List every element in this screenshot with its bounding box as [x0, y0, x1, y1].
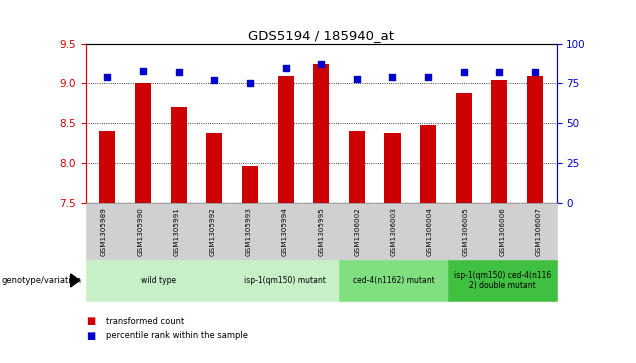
- Text: GSM1306003: GSM1306003: [391, 207, 397, 256]
- Point: [352, 76, 362, 82]
- Bar: [420, 125, 436, 203]
- Point: [245, 81, 255, 86]
- Point: [280, 65, 291, 70]
- Text: percentile rank within the sample: percentile rank within the sample: [106, 331, 248, 340]
- Text: GSM1306006: GSM1306006: [499, 207, 505, 256]
- Point: [423, 74, 433, 80]
- Title: GDS5194 / 185940_at: GDS5194 / 185940_at: [248, 29, 394, 42]
- Text: wild type: wild type: [141, 276, 176, 285]
- Bar: [456, 93, 472, 203]
- Text: GSM1306007: GSM1306007: [536, 207, 541, 256]
- Bar: [170, 107, 186, 203]
- Bar: [99, 131, 115, 203]
- Bar: [135, 83, 151, 203]
- Bar: [242, 166, 258, 203]
- Text: isp-1(qm150) mutant: isp-1(qm150) mutant: [244, 276, 326, 285]
- Text: GSM1305993: GSM1305993: [245, 207, 252, 256]
- Bar: [206, 133, 222, 203]
- Bar: [277, 76, 294, 203]
- Bar: [313, 64, 329, 203]
- Text: GSM1306005: GSM1306005: [463, 207, 469, 256]
- Bar: [527, 76, 543, 203]
- Text: transformed count: transformed count: [106, 317, 184, 326]
- Text: genotype/variation: genotype/variation: [2, 276, 82, 285]
- Text: GSM1306004: GSM1306004: [427, 207, 432, 256]
- Text: GSM1305991: GSM1305991: [174, 207, 179, 256]
- Text: GSM1306002: GSM1306002: [354, 207, 361, 256]
- Point: [102, 74, 113, 80]
- Point: [209, 77, 219, 83]
- Bar: [349, 131, 365, 203]
- Bar: [492, 80, 508, 203]
- Text: isp-1(qm150) ced-4(n116
2) double mutant: isp-1(qm150) ced-4(n116 2) double mutant: [453, 271, 551, 290]
- Point: [387, 74, 398, 80]
- Text: GSM1305989: GSM1305989: [101, 207, 107, 256]
- Text: ced-4(n1162) mutant: ced-4(n1162) mutant: [353, 276, 434, 285]
- Text: GSM1305992: GSM1305992: [210, 207, 216, 256]
- Text: GSM1305995: GSM1305995: [318, 207, 324, 256]
- Point: [138, 68, 148, 74]
- Point: [494, 69, 504, 75]
- Point: [174, 69, 184, 75]
- Text: ■: ■: [86, 316, 95, 326]
- Text: ■: ■: [86, 331, 95, 341]
- Bar: [385, 133, 401, 203]
- Point: [316, 61, 326, 67]
- Point: [459, 69, 469, 75]
- Point: [530, 69, 540, 75]
- Text: GSM1305994: GSM1305994: [282, 207, 288, 256]
- Text: GSM1305990: GSM1305990: [137, 207, 143, 256]
